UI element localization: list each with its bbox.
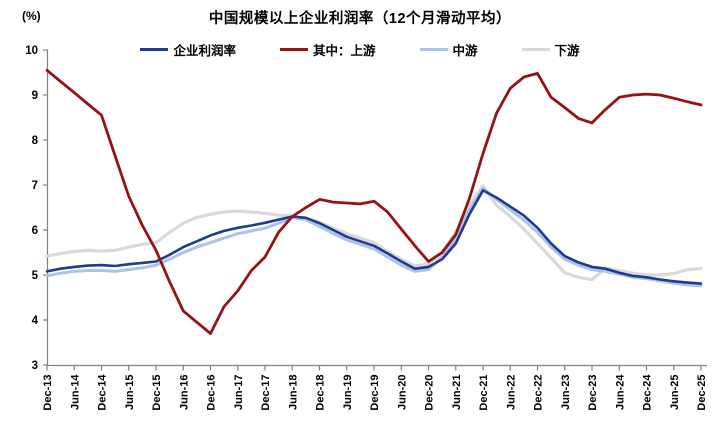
series-line-upstream (45, 68, 703, 335)
x-tick-label: Dec-24 (642, 374, 654, 411)
y-tick-label: 8 (32, 135, 39, 147)
y-tick-label: 3 (32, 360, 38, 372)
x-tick-label: Dec-18 (315, 375, 327, 411)
x-tick-label: Dec-13 (42, 375, 54, 411)
y-axis: 3 4 5 6 7 8 9 10 (25, 45, 49, 372)
chart-title: 中国规模以上企业利润率（12个月滑动平均） (208, 11, 512, 27)
y-tick-label: 6 (32, 225, 38, 237)
legend-label-downstream: 下游 (554, 44, 580, 58)
x-tick-label: Dec-25 (696, 375, 708, 411)
x-tick-label: Jun-20 (396, 375, 408, 410)
series-line-midstream (45, 186, 703, 288)
legend-swatch-downstream (521, 48, 550, 51)
series-line-downstream (45, 184, 703, 282)
series-line-profit-margin (45, 189, 703, 285)
x-tick-label: Jun-14 (69, 374, 81, 410)
x-tick-label: Dec-22 (533, 375, 545, 411)
x-tick-label: Jun-16 (178, 375, 190, 410)
x-tick-label: Dec-23 (587, 375, 599, 411)
x-axis: Dec-13 Jun-14 Dec-14 Jun-15 Dec-15 Jun-16 Dec-… (42, 364, 708, 411)
legend-item-downstream: 下游 (521, 40, 580, 59)
legend-item-upstream: 其中：上游 (279, 40, 376, 59)
y-tick-label: 4 (32, 315, 39, 327)
legend-label-upstream: 其中：上游 (312, 44, 376, 58)
y-tick-label: 7 (32, 180, 38, 192)
legend-label-midstream: 中游 (452, 44, 478, 58)
legend-item-midstream: 中游 (419, 40, 478, 59)
x-tick-label: Dec-15 (151, 375, 163, 411)
y-tick-label: 5 (32, 270, 39, 282)
x-tick-label: Jun-17 (233, 375, 245, 410)
y-tick-label: 9 (32, 90, 38, 102)
legend-label-profit-margin: 企业利润率 (173, 44, 236, 58)
y-axis-unit-label: (%) (22, 9, 41, 23)
chart-legend: 企业利润率 其中：上游 中游 下游 (0, 40, 720, 59)
x-tick-label: Jun-19 (342, 375, 354, 410)
legend-item-profit-margin: 企业利润率 (140, 40, 236, 59)
x-tick-label: Jun-22 (505, 375, 517, 410)
x-tick-label: Jun-23 (560, 375, 572, 410)
plot-lines (45, 68, 703, 335)
x-tick-label: Dec-19 (369, 375, 381, 411)
x-tick-label: Dec-14 (97, 374, 109, 411)
x-tick-label: Dec-17 (260, 375, 272, 411)
x-tick-label: Jun-25 (669, 375, 681, 410)
x-tick-label: Dec-20 (424, 375, 436, 411)
x-tick-label: Jun-15 (124, 375, 136, 410)
legend-swatch-profit-margin (140, 48, 169, 51)
legend-swatch-midstream (419, 48, 448, 51)
x-tick-label: Dec-16 (206, 375, 218, 411)
x-tick-label: Jun-24 (614, 374, 626, 410)
x-tick-label: Jun-21 (451, 375, 463, 410)
x-tick-label: Jun-18 (287, 375, 299, 410)
x-tick-label: Dec-21 (478, 375, 490, 411)
y-tick-label: 10 (25, 45, 38, 57)
legend-swatch-upstream (279, 48, 308, 51)
